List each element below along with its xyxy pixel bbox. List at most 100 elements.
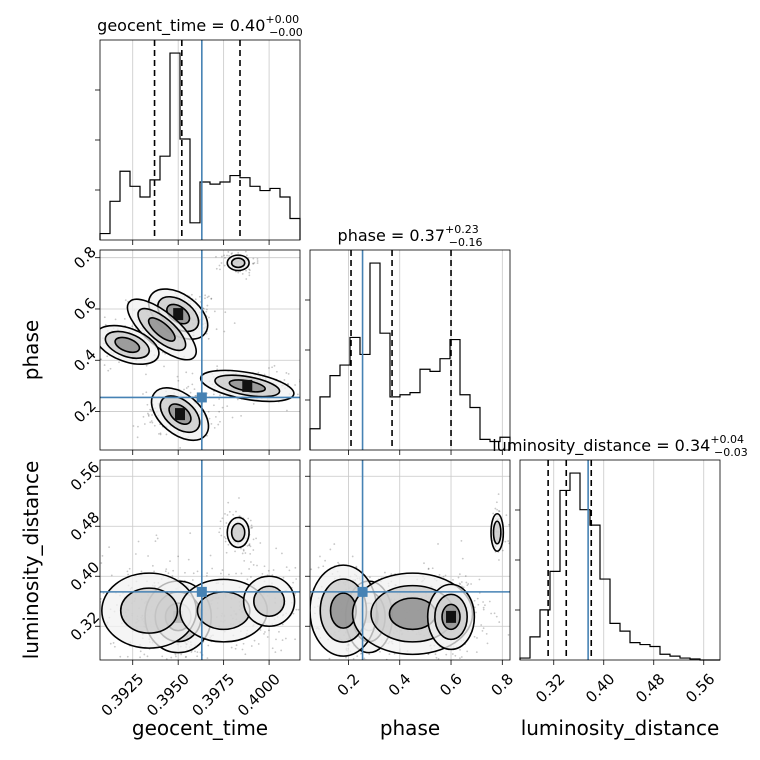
- sample-point: [261, 572, 264, 575]
- sample-point: [223, 536, 226, 538]
- x-tick-label: 0.48: [632, 670, 668, 706]
- sample-point: [213, 310, 216, 313]
- sample-point: [329, 684, 331, 686]
- sample-point: [437, 657, 440, 660]
- sample-point: [218, 398, 221, 400]
- sample-point: [183, 388, 185, 391]
- sample-point: [244, 552, 247, 554]
- sample-point: [369, 680, 371, 682]
- y-axis-label-luminosity_distance: luminosity_distance: [19, 461, 43, 660]
- sample-point: [95, 608, 97, 610]
- sample-point: [423, 562, 425, 565]
- sample-point: [161, 661, 163, 663]
- sample-point: [236, 398, 239, 401]
- sample-point: [445, 653, 448, 656]
- sample-point: [207, 295, 210, 298]
- sample-point: [119, 655, 122, 658]
- sample-point: [274, 651, 277, 654]
- sample-point: [431, 567, 434, 570]
- sample-point: [281, 639, 284, 642]
- x-tick-label: 0.3975: [189, 670, 239, 720]
- sample-point: [100, 562, 103, 564]
- sample-point: [234, 647, 237, 650]
- sample-point: [245, 254, 248, 257]
- sample-point: [227, 501, 230, 504]
- peak-bin: [242, 379, 253, 392]
- sample-point: [104, 323, 107, 326]
- truth-marker: [196, 392, 207, 403]
- sample-point: [501, 549, 504, 552]
- sample-point: [331, 674, 333, 676]
- sample-point: [495, 501, 498, 504]
- sample-point: [196, 570, 199, 573]
- sample-point: [91, 347, 93, 349]
- sample-point: [151, 414, 153, 416]
- title-upper: +0.00: [265, 13, 299, 26]
- sample-point: [210, 297, 213, 300]
- sample-point: [216, 368, 219, 371]
- sample-point: [210, 298, 213, 300]
- sample-point: [134, 553, 137, 555]
- sample-point: [356, 655, 359, 658]
- sample-point: [206, 657, 209, 660]
- sample-point: [482, 601, 484, 603]
- sample-point: [467, 583, 470, 585]
- x-axis-label-luminosity_distance: luminosity_distance: [521, 716, 720, 740]
- sample-point: [241, 552, 244, 555]
- sample-point: [482, 627, 485, 630]
- x-tick-label: 0.32: [532, 670, 568, 706]
- sample-point: [278, 630, 280, 633]
- sample-point: [390, 573, 393, 576]
- sample-point: [473, 635, 476, 638]
- sample-point: [460, 656, 463, 658]
- x-tick-label: 0.2: [334, 670, 364, 700]
- sample-point: [235, 510, 237, 513]
- sample-point: [175, 666, 177, 668]
- sample-point: [167, 572, 170, 575]
- sample-point: [126, 570, 129, 573]
- sample-point: [461, 557, 464, 560]
- sample-point: [64, 592, 66, 594]
- sample-point: [109, 367, 112, 370]
- sample-point: [322, 565, 325, 568]
- sample-point: [244, 250, 247, 253]
- sample-point: [318, 384, 320, 386]
- sample-point: [245, 269, 247, 272]
- sample-point: [169, 560, 171, 563]
- y-tick-label: 0.8: [70, 243, 100, 273]
- sample-point: [147, 415, 150, 417]
- sample-point: [256, 258, 259, 260]
- sample-point: [176, 375, 179, 378]
- sample-point: [476, 637, 478, 639]
- sample-point: [195, 394, 198, 397]
- sample-point: [259, 542, 262, 544]
- sample-point: [101, 554, 104, 557]
- sample-point: [209, 554, 212, 557]
- sample-point: [295, 682, 297, 684]
- sample-point: [230, 646, 233, 649]
- sample-point: [220, 262, 223, 264]
- sample-point: [295, 621, 297, 623]
- sample-point: [240, 572, 243, 575]
- sample-point: [171, 575, 174, 577]
- x-tick-label: 0.8: [487, 670, 517, 700]
- sample-point: [497, 493, 500, 496]
- sample-point: [150, 420, 153, 422]
- sample-point: [484, 604, 486, 607]
- sample-point: [294, 638, 296, 641]
- sample-point: [296, 393, 299, 396]
- sample-point: [427, 568, 430, 570]
- sample-point: [248, 543, 251, 545]
- sample-point: [498, 510, 501, 513]
- sample-point: [292, 612, 295, 615]
- sample-point: [246, 578, 249, 581]
- sample-point: [255, 537, 257, 540]
- sample-point: [351, 555, 354, 558]
- sample-point: [153, 424, 156, 427]
- sample-point: [205, 332, 208, 335]
- sample-point: [191, 372, 194, 375]
- sample-point: [219, 394, 221, 397]
- sample-point: [255, 666, 257, 668]
- sample-point: [257, 371, 260, 374]
- sample-point: [247, 517, 250, 520]
